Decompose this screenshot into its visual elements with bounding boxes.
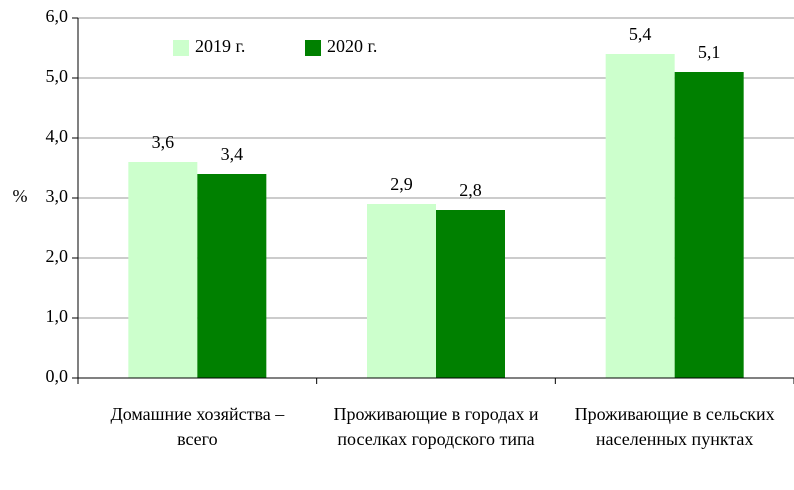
y-tick-label: 3,0 <box>46 186 69 206</box>
bar <box>436 210 505 378</box>
bar <box>674 72 744 378</box>
legend-swatch <box>305 40 321 56</box>
bar <box>605 54 675 378</box>
y-tick-label: 6,0 <box>46 6 69 26</box>
bar <box>367 204 436 378</box>
data-label: 3,4 <box>221 144 244 164</box>
bar <box>128 162 198 378</box>
x-tick-label: Проживающие в сельских населенных пункта… <box>574 404 775 449</box>
data-label: 2,8 <box>459 180 482 200</box>
y-tick-label: 1,0 <box>46 306 69 326</box>
x-tick-label: Проживающие в городах и поселках городск… <box>333 404 539 449</box>
y-tick-label: 0,0 <box>46 366 69 386</box>
legend-label: 2019 г. <box>195 36 245 56</box>
y-axis-label: % <box>13 186 28 206</box>
data-label: 2,9 <box>390 174 413 194</box>
data-label: 3,6 <box>152 132 175 152</box>
legend-label: 2020 г. <box>327 36 377 56</box>
data-label: 5,1 <box>698 42 721 62</box>
bar <box>197 174 267 378</box>
y-tick-label: 2,0 <box>46 246 69 266</box>
data-label: 5,4 <box>629 24 652 44</box>
y-tick-label: 5,0 <box>46 66 69 86</box>
x-tick-label: Домашние хозяйства – всего <box>110 404 285 449</box>
y-tick-label: 4,0 <box>46 126 69 146</box>
legend-swatch <box>173 40 189 56</box>
